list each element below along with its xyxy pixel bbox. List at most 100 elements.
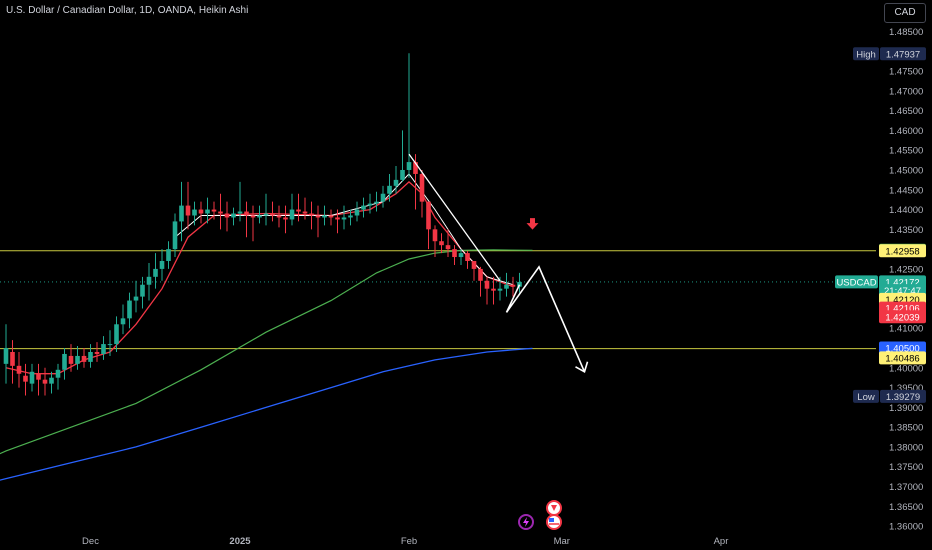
price-tag[interactable]: USDCAD xyxy=(835,275,878,289)
candle-body[interactable] xyxy=(387,185,392,194)
candle-body[interactable] xyxy=(413,162,418,174)
candle-body[interactable] xyxy=(10,351,15,366)
candle-body[interactable] xyxy=(354,209,360,216)
candle-body[interactable] xyxy=(432,229,438,242)
candle-body[interactable] xyxy=(107,344,113,346)
candle-body[interactable] xyxy=(218,211,223,214)
candle-body[interactable] xyxy=(36,373,41,380)
candle-body[interactable] xyxy=(374,201,379,204)
price-tag[interactable]: 1.40486 xyxy=(879,351,926,365)
candle-body[interactable] xyxy=(166,249,171,261)
candle-body[interactable] xyxy=(29,371,35,384)
event-icons[interactable] xyxy=(518,500,562,530)
candle-body[interactable] xyxy=(237,211,243,214)
candle-body[interactable] xyxy=(224,213,230,218)
candle-body[interactable] xyxy=(361,205,366,210)
candle-body[interactable] xyxy=(244,211,249,216)
candle-body[interactable] xyxy=(3,348,9,364)
price-tag[interactable]: 1.42958 xyxy=(879,244,926,258)
candle-body[interactable] xyxy=(426,201,431,230)
currency-button[interactable]: CAD xyxy=(884,3,926,23)
candle-body[interactable] xyxy=(231,213,236,218)
us-flag-icon[interactable] xyxy=(546,514,562,530)
candle-body[interactable] xyxy=(380,193,386,202)
candle-body[interactable] xyxy=(348,215,353,218)
candle-body[interactable] xyxy=(62,353,67,370)
candle-body[interactable] xyxy=(75,355,80,364)
horizontal-levels[interactable] xyxy=(0,250,876,350)
candle-body[interactable] xyxy=(276,215,282,218)
candle-body[interactable] xyxy=(270,213,275,216)
price-tag[interactable]: 1.40500 xyxy=(879,341,926,355)
projection-path[interactable] xyxy=(505,265,586,373)
low-label[interactable]: Low 1.39279 xyxy=(853,389,926,403)
candle-body[interactable] xyxy=(478,268,483,281)
candle-body[interactable] xyxy=(517,281,522,287)
candle-body[interactable] xyxy=(302,211,308,214)
candle-body[interactable] xyxy=(205,209,210,214)
candle-body[interactable] xyxy=(185,205,191,216)
candle-body[interactable] xyxy=(445,245,451,250)
candle-body[interactable] xyxy=(55,369,61,378)
candle-body[interactable] xyxy=(510,284,516,287)
price-tag[interactable]: 1.42039 xyxy=(879,310,926,324)
candle-body[interactable] xyxy=(367,203,373,206)
candle-body[interactable] xyxy=(406,162,412,170)
candle-body[interactable] xyxy=(192,209,197,216)
candle-body[interactable] xyxy=(491,288,496,291)
candle-body[interactable] xyxy=(471,260,477,269)
candle-body[interactable] xyxy=(68,355,74,364)
candle-body[interactable] xyxy=(322,215,327,218)
high-label[interactable]: High 1.47937 xyxy=(853,47,926,61)
candle-body[interactable] xyxy=(114,324,119,345)
candle-body[interactable] xyxy=(211,209,217,212)
candle-body[interactable] xyxy=(120,318,126,325)
candle-body[interactable] xyxy=(400,169,405,180)
drawings[interactable] xyxy=(408,153,589,373)
candle-body[interactable] xyxy=(101,344,106,354)
candle-body[interactable] xyxy=(172,221,178,250)
candle-body[interactable] xyxy=(439,241,444,246)
candles[interactable] xyxy=(3,53,522,396)
candle-body[interactable] xyxy=(81,355,87,362)
candle-body[interactable] xyxy=(23,375,28,382)
candle-body[interactable] xyxy=(315,215,321,218)
price-axis[interactable]: 1.485001.480001.475001.470001.465001.460… xyxy=(835,27,926,533)
candle-body[interactable] xyxy=(179,205,184,222)
candle-body[interactable] xyxy=(16,365,22,374)
candle-body[interactable] xyxy=(289,209,295,220)
candle-body[interactable] xyxy=(159,260,165,269)
down-arrow-icon[interactable] xyxy=(526,218,539,230)
candle-body[interactable] xyxy=(497,288,503,291)
candle-body[interactable] xyxy=(458,253,464,258)
flash-icon[interactable] xyxy=(518,514,534,530)
candle-body[interactable] xyxy=(250,215,256,218)
candle-body[interactable] xyxy=(452,249,457,258)
candle-body[interactable] xyxy=(328,215,334,218)
candle-body[interactable] xyxy=(504,284,509,289)
candle-body[interactable] xyxy=(127,300,132,319)
canada-flag-icon[interactable] xyxy=(546,500,562,516)
trend-line[interactable] xyxy=(408,153,501,282)
candle-body[interactable] xyxy=(94,351,100,354)
candle-body[interactable] xyxy=(49,377,54,384)
candle-body[interactable] xyxy=(335,217,340,220)
candle-body[interactable] xyxy=(309,213,314,216)
candle-body[interactable] xyxy=(153,268,158,277)
candle-body[interactable] xyxy=(419,173,425,202)
candle-body[interactable] xyxy=(484,280,490,289)
candle-body[interactable] xyxy=(146,276,152,285)
candle-body[interactable] xyxy=(198,209,204,214)
candle-body[interactable] xyxy=(393,179,399,186)
candle-body[interactable] xyxy=(263,213,269,216)
candle-body[interactable] xyxy=(283,217,288,220)
candle-body[interactable] xyxy=(88,351,93,362)
candle-body[interactable] xyxy=(341,217,347,220)
candle-body[interactable] xyxy=(133,296,139,301)
time-axis[interactable]: Dec 2025 Feb Mar Apr xyxy=(82,536,728,547)
candle-body[interactable] xyxy=(296,209,301,212)
candle-body[interactable] xyxy=(465,253,470,261)
candle-body[interactable] xyxy=(42,379,48,384)
candle-body[interactable] xyxy=(140,284,145,297)
